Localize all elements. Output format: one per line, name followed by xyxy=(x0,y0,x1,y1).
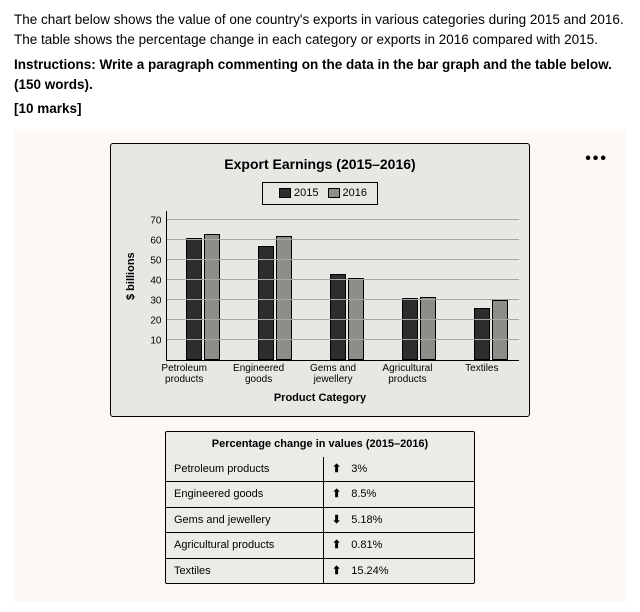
y-tick-label: 50 xyxy=(150,253,161,268)
bars-layer xyxy=(167,211,527,360)
bar-2015 xyxy=(330,274,346,360)
x-category-label: Petroleumproducts xyxy=(147,363,221,386)
table-row: Textiles ⬆ 15.24% xyxy=(166,558,474,584)
bar-2015 xyxy=(474,308,490,360)
gridline xyxy=(167,219,520,220)
pct-value: 15.24% xyxy=(351,563,388,580)
table-row-value: ⬆ 15.24% xyxy=(324,559,474,584)
gridline xyxy=(167,299,520,300)
y-tick-label: 40 xyxy=(150,273,161,288)
arrow-up-icon: ⬆ xyxy=(332,461,341,478)
legend-label-2015: 2015 xyxy=(294,187,318,199)
table-row-value: ⬆ 8.5% xyxy=(324,482,474,507)
pct-value: 8.5% xyxy=(351,486,376,503)
arrow-up-icon: ⬆ xyxy=(332,563,341,580)
table-header: Percentage change in values (2015–2016) xyxy=(166,432,474,457)
gridline xyxy=(167,319,520,320)
x-category-label: Agriculturalproducts xyxy=(370,363,444,386)
intro-text: The chart below shows the value of one c… xyxy=(14,10,626,51)
x-category-label: Engineeredgoods xyxy=(221,363,295,386)
marks-text: [10 marks] xyxy=(14,99,626,119)
more-options-icon[interactable]: ••• xyxy=(585,147,608,171)
y-tick-label: 30 xyxy=(150,293,161,308)
x-axis-label: Product Category xyxy=(121,390,519,407)
bar-2016 xyxy=(204,234,220,360)
table-row-label: Textiles xyxy=(166,559,324,584)
pct-change-table: Percentage change in values (2015–2016) … xyxy=(165,431,475,584)
x-axis-category-labels: PetroleumproductsEngineeredgoodsGems and… xyxy=(147,363,519,386)
pct-value: 0.81% xyxy=(351,537,382,554)
table-row-label: Agricultural products xyxy=(166,533,324,558)
chart-plot-area xyxy=(166,211,520,361)
legend-swatch-2016 xyxy=(328,188,340,198)
table-row: Petroleum products ⬆ 3% xyxy=(166,457,474,482)
gridline xyxy=(167,259,520,260)
chart-card: Export Earnings (2015–2016) 2015 2016 $ … xyxy=(110,143,530,417)
pct-value: 3% xyxy=(351,461,367,478)
bar-2016 xyxy=(276,236,292,360)
pct-value: 5.18% xyxy=(351,512,382,529)
table-row-label: Engineered goods xyxy=(166,482,324,507)
y-tick-label: 60 xyxy=(150,233,161,248)
bar-2015 xyxy=(402,298,418,360)
legend-label-2016: 2016 xyxy=(343,187,367,199)
x-category-label: Gems andjewellery xyxy=(296,363,370,386)
gridline xyxy=(167,279,520,280)
bar-2016 xyxy=(420,297,436,360)
table-row: Agricultural products ⬆ 0.81% xyxy=(166,532,474,558)
bar-2016 xyxy=(492,300,508,360)
table-row-label: Petroleum products xyxy=(166,457,324,482)
table-row-label: Gems and jewellery xyxy=(166,508,324,533)
instructions-text: Instructions: Write a paragraph commenti… xyxy=(14,55,626,96)
table-row-value: ⬇ 5.18% xyxy=(324,508,474,533)
y-tick-label: 70 xyxy=(150,213,161,228)
table-row: Engineered goods ⬆ 8.5% xyxy=(166,481,474,507)
arrow-up-icon: ⬆ xyxy=(332,486,341,503)
chart-title: Export Earnings (2015–2016) xyxy=(121,154,519,175)
table-row-value: ⬆ 3% xyxy=(324,457,474,482)
bar-2015 xyxy=(258,246,274,360)
chart-legend: 2015 2016 xyxy=(121,181,519,205)
table-row-value: ⬆ 0.81% xyxy=(324,533,474,558)
y-axis-ticks: 10 20 30 40 50 60 70 xyxy=(140,211,166,361)
gridline xyxy=(167,339,520,340)
legend-swatch-2015 xyxy=(279,188,291,198)
arrow-up-icon: ⬆ xyxy=(332,537,341,554)
table-row: Gems and jewellery ⬇ 5.18% xyxy=(166,507,474,533)
figure-container: ••• Export Earnings (2015–2016) 2015 201… xyxy=(14,131,626,602)
gridline xyxy=(167,239,520,240)
arrow-down-icon: ⬇ xyxy=(332,512,341,529)
x-category-label: Textiles xyxy=(445,363,519,386)
y-axis-label: $ billions xyxy=(121,211,140,361)
y-tick-label: 10 xyxy=(150,333,161,348)
y-tick-label: 20 xyxy=(150,313,161,328)
